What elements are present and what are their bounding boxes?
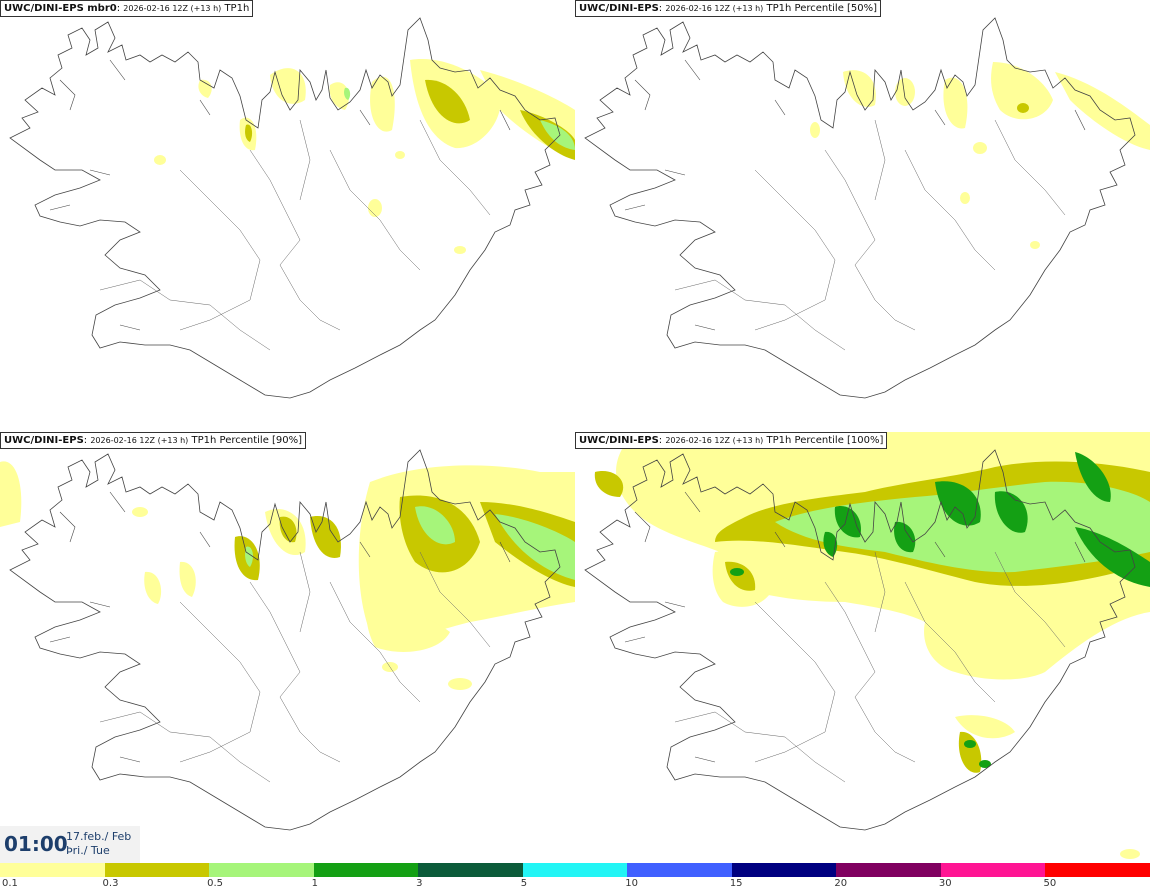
panel-title: UWC/DINI-EPS mbr0: 2026-02-16 12Z (+13 h… [0, 0, 254, 17]
model-label: UWC/DINI-EPS [579, 435, 659, 446]
map-panel-p100: UWC/DINI-EPS: 2026-02-16 12Z (+13 h) TP1… [575, 432, 1150, 863]
legend-tick-label: 0.1 [2, 878, 18, 889]
panel-title: UWC/DINI-EPS: 2026-02-16 12Z (+13 h) TP1… [575, 432, 888, 449]
model-label: UWC/DINI-EPS [579, 3, 659, 14]
legend-tick-label: 0.5 [207, 878, 223, 889]
legend-swatch [522, 863, 629, 877]
legend-swatch [209, 863, 315, 877]
color-legend: 0.1 0.3 0.5 1 3 5 10 15 20 30 50 [0, 863, 1150, 891]
legend-swatch [940, 863, 1047, 877]
run-label: 2026-02-16 12Z (+13 h) [90, 436, 189, 445]
legend-tick-label: 50 [1043, 878, 1057, 889]
map-panel-p50: UWC/DINI-EPS: 2026-02-16 12Z (+13 h) TP1… [575, 0, 1150, 432]
legend-tick-label: 15 [729, 878, 743, 889]
legend-swatch [0, 863, 106, 877]
legend-swatch [313, 863, 420, 877]
legend-tick-label: 10 [625, 878, 638, 889]
precip-overlay [9, 17, 575, 399]
panel-title: UWC/DINI-EPS: 2026-02-16 12Z (+13 h) TP1… [0, 432, 307, 449]
legend-tick-label: 30 [938, 878, 952, 889]
field-label: TP1h Percentile [100%] [766, 435, 884, 446]
legend-tick-label: 3 [416, 878, 423, 889]
model-label: UWC/DINI-EPS [4, 435, 84, 446]
run-label: 2026-02-16 12Z (+13 h) [123, 4, 222, 13]
precip-overlay [0, 449, 575, 831]
map-panel-mbr0: UWC/DINI-EPS mbr0: 2026-02-16 12Z (+13 h… [0, 0, 575, 432]
legend-swatch [1045, 863, 1150, 877]
panel-title: UWC/DINI-EPS: 2026-02-16 12Z (+13 h) TP1… [575, 0, 882, 17]
legend-tick-label: 20 [834, 878, 848, 889]
field-label: TP1h Percentile [90%] [191, 435, 303, 446]
run-label: 2026-02-16 12Z (+13 h) [665, 4, 764, 13]
valid-date-label: 17.feb./ Feb [66, 830, 132, 843]
legend-tick-label: 1 [311, 878, 318, 889]
legend-swatch [418, 863, 524, 877]
model-label: UWC/DINI-EPS mbr0 [4, 3, 117, 14]
valid-time-box [0, 826, 140, 863]
precip-overlay [584, 432, 1150, 859]
valid-weekday-label: Þri./ Tue [66, 844, 110, 857]
field-label: TP1h Percentile [50%] [766, 3, 878, 14]
map-panel-p90: UWC/DINI-EPS: 2026-02-16 12Z (+13 h) TP1… [0, 432, 575, 863]
valid-time: 01:00 [4, 832, 68, 856]
field-label: TP1h [224, 3, 250, 14]
precip-overlay [584, 17, 1150, 399]
legend-swatch [731, 863, 838, 877]
legend-swatch [627, 863, 733, 877]
run-label: 2026-02-16 12Z (+13 h) [665, 436, 764, 445]
valid-date: 17.feb./ Feb Þri./ Tue [66, 830, 131, 858]
legend-tick-label: 0.3 [102, 878, 119, 889]
legend-tick-label: 5 [520, 878, 528, 889]
legend-swatch [104, 863, 211, 877]
legend-swatch [836, 863, 942, 877]
